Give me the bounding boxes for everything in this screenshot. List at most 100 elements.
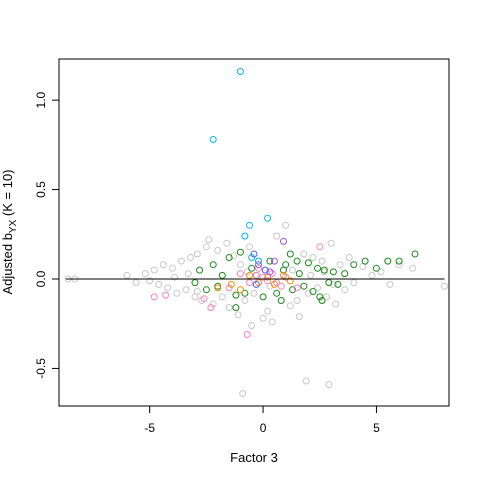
data-point xyxy=(132,279,140,287)
data-point xyxy=(173,289,181,297)
data-point xyxy=(314,284,321,292)
data-point xyxy=(202,286,210,294)
data-point xyxy=(264,277,272,285)
data-point xyxy=(218,271,226,279)
data-point xyxy=(341,286,349,294)
data-point xyxy=(280,271,287,279)
data-point xyxy=(230,252,238,260)
data-point xyxy=(246,271,253,279)
data-point xyxy=(286,302,294,310)
data-point xyxy=(318,297,326,304)
data-point xyxy=(146,277,154,285)
data-point xyxy=(302,377,310,385)
data-point xyxy=(334,280,342,288)
y-tick-label: 0.0 xyxy=(34,270,48,287)
data-point xyxy=(214,284,222,292)
data-point xyxy=(250,289,258,297)
x-tick-label: 5 xyxy=(373,421,380,435)
data-point xyxy=(243,331,251,338)
x-tick-label: -5 xyxy=(144,421,155,435)
data-point xyxy=(286,277,294,285)
data-point xyxy=(289,286,296,294)
y-tick-label: 1.0 xyxy=(34,91,48,108)
data-point xyxy=(273,279,281,287)
data-point xyxy=(295,270,303,278)
data-point xyxy=(193,288,201,295)
data-point xyxy=(409,264,417,272)
data-point xyxy=(286,250,294,258)
data-point xyxy=(207,304,215,312)
data-point xyxy=(255,264,262,272)
data-point xyxy=(209,261,217,269)
data-point xyxy=(248,264,256,272)
y-axis: -0.5 0.0 0.5 1.0 xyxy=(34,91,59,379)
data-point xyxy=(300,250,308,258)
data-point xyxy=(159,261,167,269)
data-point xyxy=(282,221,290,229)
data-point xyxy=(168,264,176,272)
data-point xyxy=(277,282,285,290)
data-point xyxy=(252,280,260,288)
y-axis-label-main: Adjusted b xyxy=(0,233,15,294)
data-point xyxy=(225,254,233,261)
data-point xyxy=(248,322,256,329)
data-point xyxy=(246,279,253,287)
data-point xyxy=(395,257,403,265)
data-point xyxy=(259,273,267,281)
data-point xyxy=(273,232,281,240)
data-point xyxy=(232,304,240,312)
data-point xyxy=(239,390,247,397)
plot-frame xyxy=(58,58,450,407)
data-point xyxy=(196,266,204,274)
data-point xyxy=(441,282,448,290)
data-point xyxy=(293,297,301,304)
data-point xyxy=(277,297,285,304)
data-point xyxy=(372,264,380,272)
data-point xyxy=(248,254,256,261)
data-point xyxy=(264,307,272,315)
data-point xyxy=(320,266,328,274)
data-point xyxy=(289,266,296,274)
data-point xyxy=(225,304,233,312)
data-point xyxy=(384,257,392,265)
data-point xyxy=(123,271,131,279)
data-point xyxy=(329,268,337,276)
data-point xyxy=(329,280,337,288)
data-point xyxy=(155,280,163,288)
data-point xyxy=(293,284,301,292)
data-point xyxy=(314,264,321,272)
data-point xyxy=(191,279,199,287)
data-point xyxy=(209,300,217,308)
data-point xyxy=(266,268,274,276)
data-point xyxy=(246,243,253,251)
data-point xyxy=(234,311,242,319)
data-point xyxy=(259,293,267,301)
data-point xyxy=(266,257,274,265)
data-point xyxy=(246,221,253,229)
data-point xyxy=(236,248,244,256)
data-point xyxy=(304,289,312,297)
data-point xyxy=(332,300,340,308)
data-point xyxy=(150,266,158,274)
data-point xyxy=(214,246,222,254)
y-tick-label: 0.5 xyxy=(34,181,48,198)
x-axis-label: Factor 3 xyxy=(230,450,278,465)
data-point xyxy=(307,271,315,279)
data-point xyxy=(243,268,251,276)
data-point xyxy=(202,243,210,251)
data-point xyxy=(150,293,158,301)
y-axis-label: Adjusted bYX (K = 10) xyxy=(0,170,19,295)
data-point xyxy=(268,318,276,326)
data-point xyxy=(218,293,226,301)
data-point xyxy=(293,257,301,265)
data-point xyxy=(411,250,419,258)
data-point xyxy=(261,266,269,274)
x-axis: -5 0 5 xyxy=(144,406,380,435)
data-point xyxy=(273,289,281,297)
x-tick-label: 0 xyxy=(260,421,267,435)
data-point xyxy=(255,279,262,287)
data-point xyxy=(345,254,353,261)
data-point xyxy=(270,280,278,288)
data-point xyxy=(187,254,194,261)
data-point xyxy=(264,214,272,222)
